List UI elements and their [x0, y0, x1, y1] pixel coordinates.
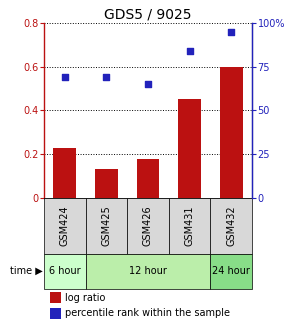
Point: [146, 81, 150, 87]
Title: GDS5 / 9025: GDS5 / 9025: [104, 8, 192, 22]
Bar: [178, 99, 201, 198]
Bar: [169, 198, 210, 254]
Text: GSM431: GSM431: [185, 206, 195, 246]
Text: GSM424: GSM424: [60, 205, 70, 246]
Bar: [95, 169, 118, 198]
Bar: [86, 198, 127, 254]
Bar: [210, 254, 252, 289]
Text: percentile rank within the sample: percentile rank within the sample: [65, 308, 230, 318]
Text: GSM425: GSM425: [101, 205, 111, 246]
Text: log ratio: log ratio: [65, 293, 105, 302]
Bar: [220, 67, 243, 198]
Text: 24 hour: 24 hour: [212, 266, 250, 276]
Bar: [50, 308, 61, 319]
Text: 12 hour: 12 hour: [129, 266, 167, 276]
Point: [62, 75, 67, 80]
Point: [229, 29, 234, 34]
Text: 6 hour: 6 hour: [49, 266, 81, 276]
Bar: [127, 198, 169, 254]
Bar: [137, 159, 159, 198]
Text: GSM432: GSM432: [226, 205, 236, 246]
Bar: [210, 198, 252, 254]
Bar: [44, 198, 86, 254]
Bar: [86, 254, 210, 289]
Bar: [50, 292, 61, 303]
Point: [187, 48, 192, 54]
Text: time ▶: time ▶: [10, 266, 43, 276]
Point: [104, 75, 109, 80]
Bar: [53, 147, 76, 198]
Bar: [44, 254, 86, 289]
Text: GSM426: GSM426: [143, 205, 153, 246]
